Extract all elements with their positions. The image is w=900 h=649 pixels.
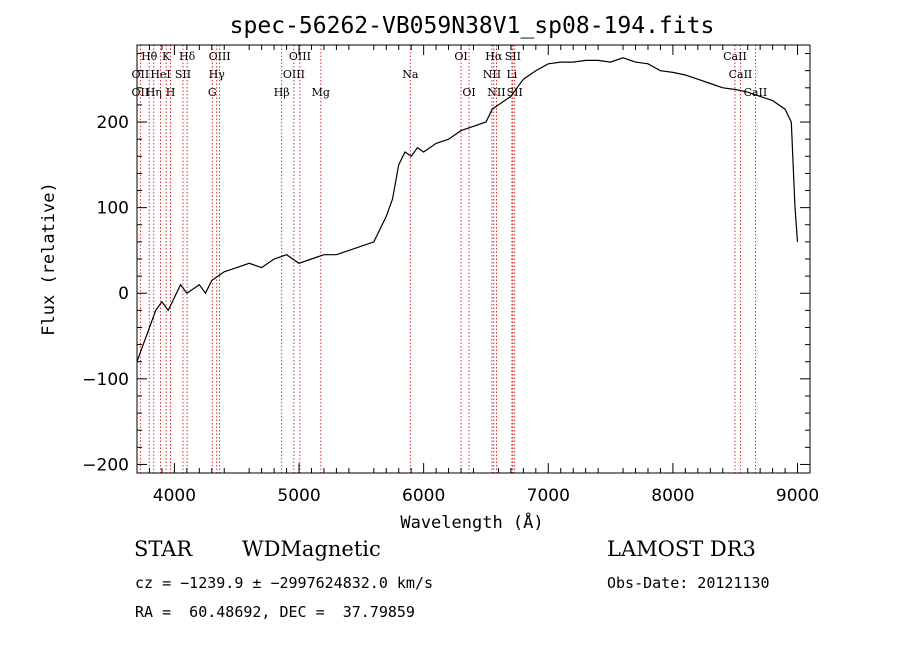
spectral-line-label: H: [166, 86, 176, 99]
spectral-line-label: Hα: [485, 50, 503, 63]
observation-date: Obs-Date: 20121130: [607, 574, 770, 592]
spectral-line-label: CaII: [744, 86, 768, 99]
line-labels: Hθ OII OII K HeI Hη SII H Hδ OIII Hγ G OIII OIII Hβ Mg N…: [132, 50, 768, 99]
spectral-line-label: NII: [487, 86, 505, 99]
object-class: STAR: [134, 537, 193, 561]
plot-frame: [136, 44, 811, 474]
redshift-line: cz = −1239.9 ± −2997624832.0 km/s: [135, 574, 434, 592]
y-axis-label: Flux (relative): [39, 182, 59, 336]
y-tick-label: −200: [82, 455, 129, 475]
object-subclass: WDMagnetic: [242, 537, 381, 561]
spectral-line-label: Na: [402, 68, 419, 81]
spectral-line-label: Hθ: [141, 50, 158, 63]
spectral-line-label: SII: [505, 50, 521, 63]
survey-name: LAMOST DR3: [607, 537, 756, 561]
x-tick-label: 8000: [651, 486, 694, 506]
spectral-line-label: OI: [454, 50, 467, 63]
spectral-line-label: Mg: [312, 86, 330, 99]
x-tick-label: 4000: [153, 486, 196, 506]
spectral-line-label: CaII: [729, 68, 753, 81]
y-tick-label: 100: [97, 199, 129, 219]
spectral-line-label: Hβ: [274, 86, 290, 99]
spectral-line-label: NII: [483, 68, 501, 81]
chart-title: spec-56262-VB059N38V1_sp08-194.fits: [230, 13, 715, 39]
x-tick-label: 7000: [527, 486, 570, 506]
flux-line: [136, 57, 799, 362]
spectral-line-label: G: [208, 86, 217, 99]
coordinates: RA = 60.48692, DEC = 37.79859: [135, 603, 415, 621]
spectral-line-label: OIII: [289, 50, 311, 63]
spectral-line-label: Hγ: [209, 68, 226, 81]
spectral-line-label: OIII: [283, 68, 305, 81]
spectral-line-label: CaII: [723, 50, 747, 63]
y-tick-label: −100: [82, 370, 129, 390]
line-markers: [139, 45, 756, 473]
spectral-line-label: OII: [132, 68, 150, 81]
spectral-line-label: SII: [175, 68, 191, 81]
spectral-line-label: OII: [132, 86, 150, 99]
x-axis-ticks: 4000 5000 6000 7000 8000 9000: [136, 45, 819, 506]
spectral-line-label: Li: [506, 68, 517, 81]
spectral-line-label: OI: [462, 86, 475, 99]
spectral-line-label: Hη: [146, 86, 162, 99]
y-tick-label: 200: [97, 113, 129, 133]
spectral-line-label: Hδ: [179, 50, 196, 63]
x-axis-label: Wavelength (Å): [400, 511, 543, 533]
y-axis-ticks: −200 −100 0 100 200: [82, 53, 810, 475]
y-tick-label: 0: [118, 284, 129, 304]
spectral-line-label: OIII: [209, 50, 231, 63]
spectral-line-label: K: [162, 50, 171, 63]
x-tick-label: 9000: [776, 486, 819, 506]
x-tick-label: 5000: [277, 486, 320, 506]
x-tick-label: 6000: [402, 486, 445, 506]
spectral-line-label: HeI: [150, 68, 170, 81]
